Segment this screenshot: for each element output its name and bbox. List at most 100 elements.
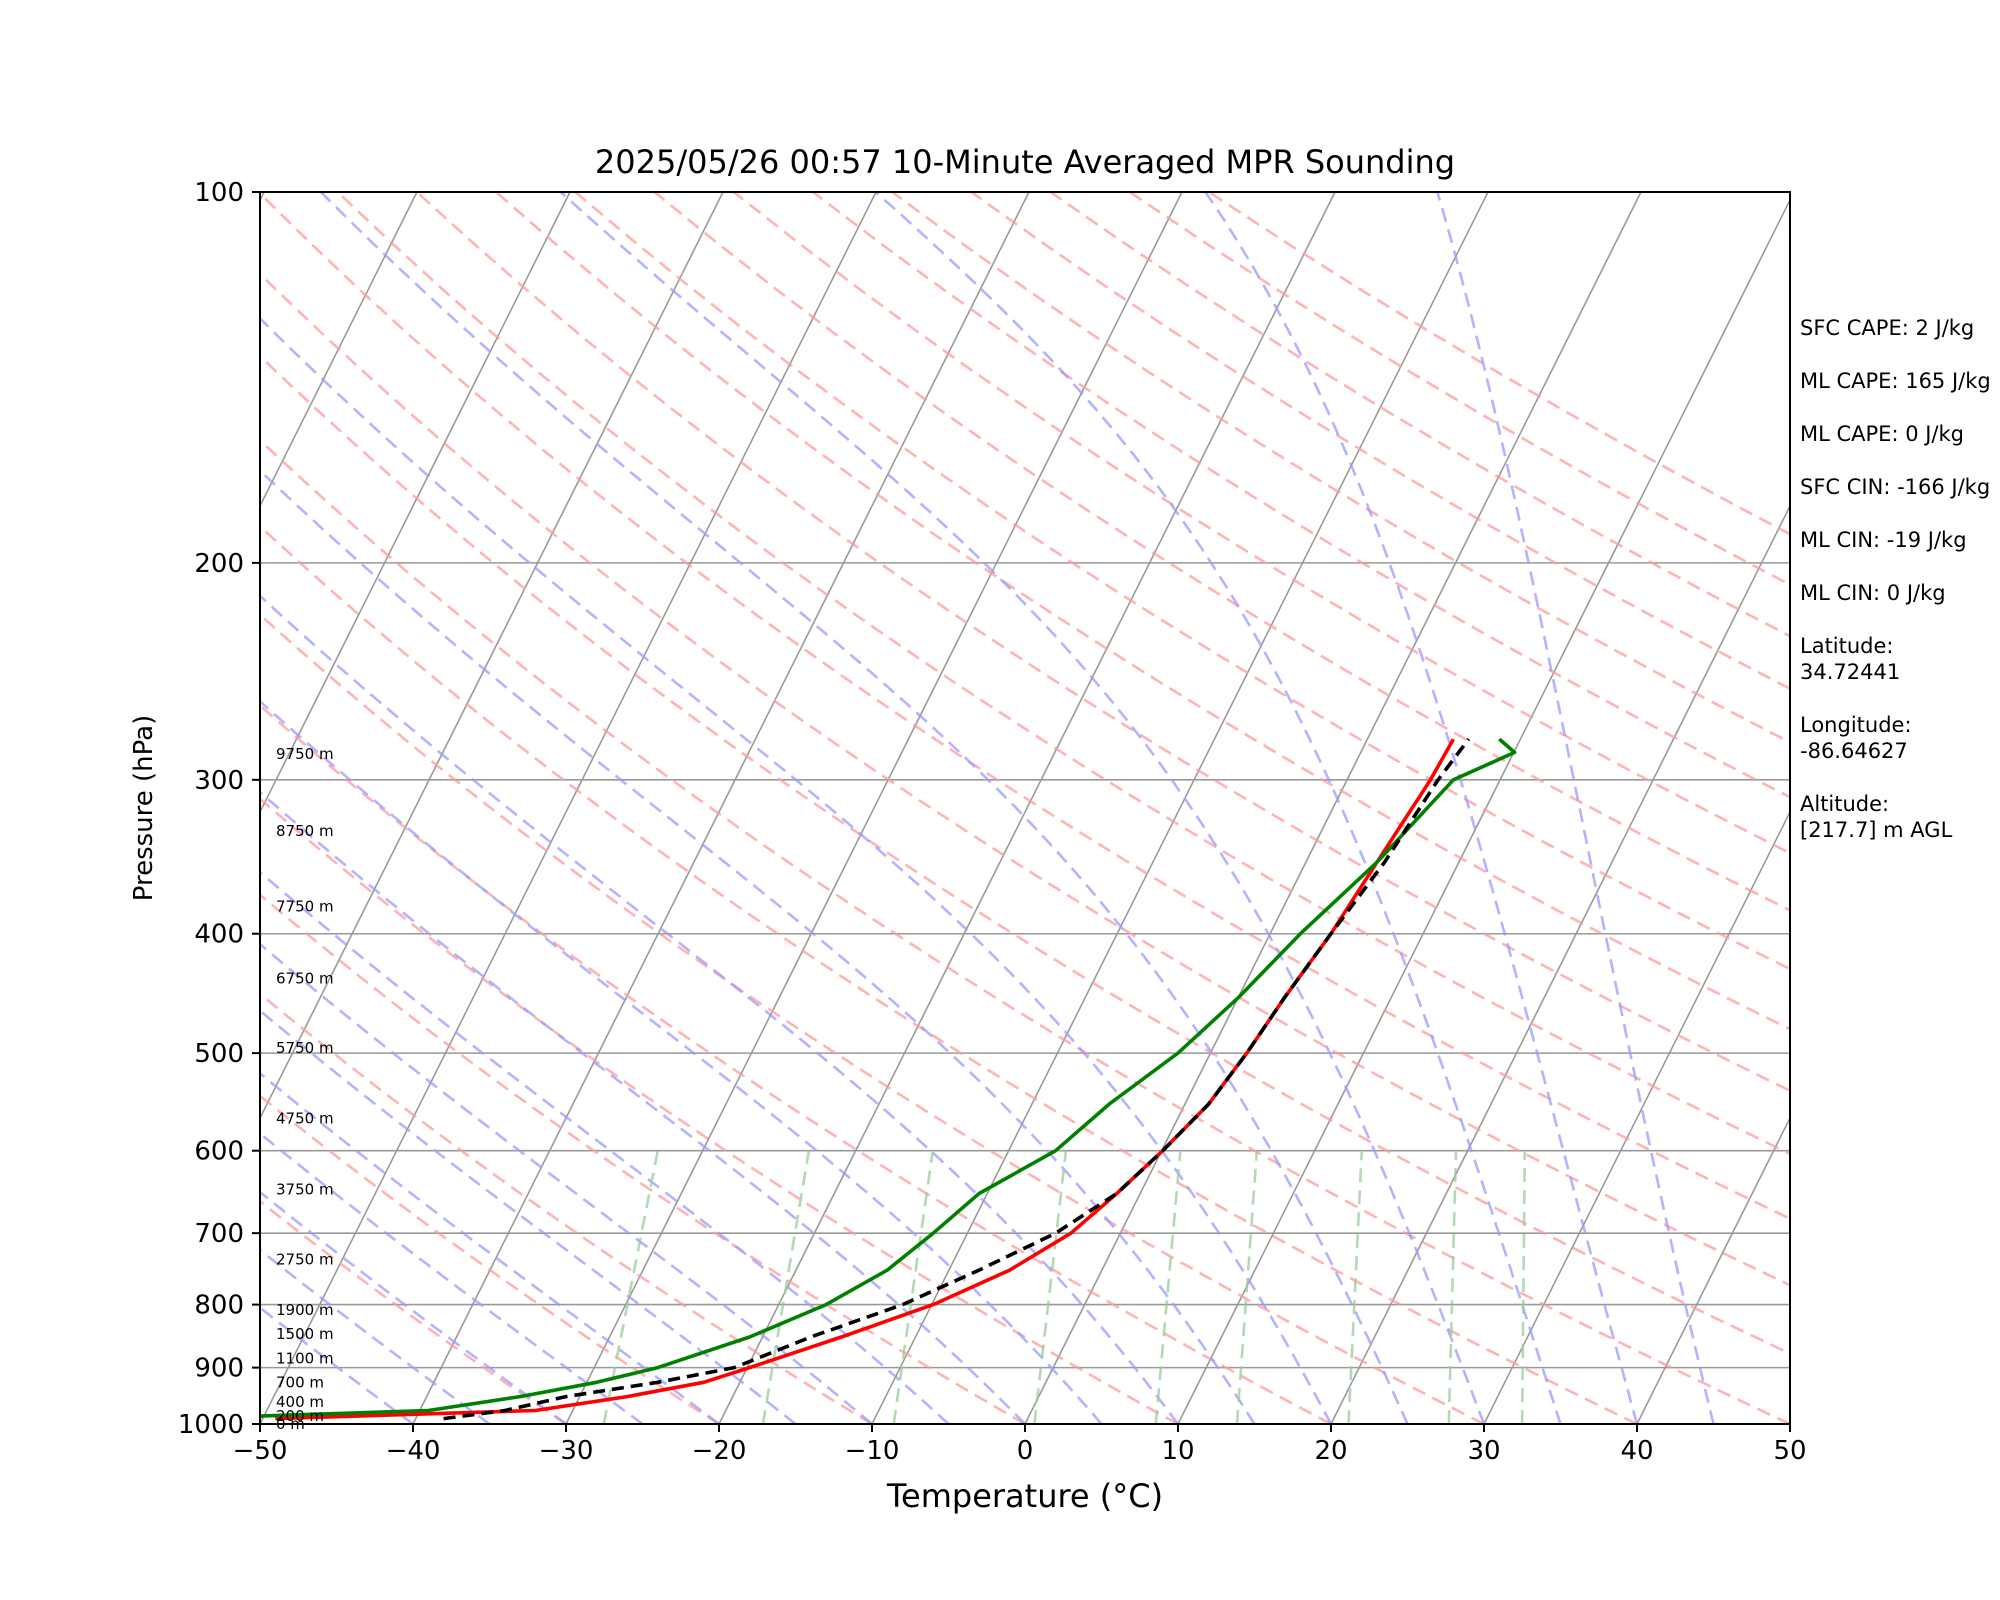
sfc-cin-text: SFC CIN: -166 J/kg — [1800, 475, 1991, 499]
sfc-cape-text: SFC CAPE: 2 J/kg — [1800, 316, 1975, 340]
isotherm-line — [260, 192, 571, 814]
latitude-value: 34.72441 — [1800, 660, 1901, 684]
mixing-ratio-line — [1447, 1150, 1458, 1424]
height-label: 5750 m — [276, 1039, 334, 1057]
dry-adiabat — [260, 703, 1332, 1424]
moist-adiabat — [319, 192, 1409, 1424]
height-label: 0 m — [276, 1415, 305, 1433]
moist-adiabat — [260, 1306, 414, 1424]
moist-adiabat — [260, 1009, 797, 1424]
height-label: 200 m — [276, 1407, 324, 1425]
chart-title: 2025/05/26 00:57 10-Minute Averaged MPR … — [595, 143, 1455, 181]
isotherm-line — [1024, 192, 1642, 1424]
height-label: 3750 m — [276, 1180, 334, 1198]
height-label: 1100 m — [276, 1350, 334, 1368]
dry-adiabat — [653, 192, 1790, 912]
height-label: 6750 m — [276, 970, 334, 988]
moist-adiabat — [874, 192, 1562, 1424]
latitude-block: Latitude: 34.72441 — [1800, 633, 2000, 685]
latitude-label: Latitude: — [1800, 634, 1894, 658]
ml-cape-text-2: ML CAPE: 0 J/kg — [1800, 422, 1965, 446]
y-tick-label: 200 — [194, 549, 244, 579]
moist-adiabat — [260, 870, 950, 1424]
isotherm-line — [1636, 1116, 1790, 1424]
y-tick-label: 400 — [194, 920, 244, 950]
dry-adiabat — [732, 192, 1790, 855]
x-tick-label: −10 — [845, 1436, 900, 1466]
dry-adiabat — [260, 192, 1790, 1221]
moist-adiabat — [260, 1248, 491, 1424]
dry-adiabat — [812, 192, 1790, 799]
x-tick-label: −50 — [233, 1436, 288, 1466]
dry-adiabat — [495, 192, 1790, 1031]
dry-adiabat — [260, 797, 1179, 1424]
sounding-series-3 — [443, 738, 1471, 1421]
isotherm-line — [260, 192, 877, 1424]
ml-cape-text: ML CAPE: 165 J/kg — [1800, 369, 1991, 393]
mixing-ratio-line — [1347, 1150, 1364, 1424]
isotherm-line — [0, 192, 111, 1424]
y-tick-label: 100 — [194, 178, 244, 208]
x-tick-label: −40 — [386, 1436, 441, 1466]
isotherm-line — [871, 192, 1489, 1424]
moist-adiabat — [260, 594, 1180, 1424]
altitude-block: Altitude: [217.7] m AGL — [1800, 791, 2000, 843]
isotherm-line — [260, 192, 724, 1120]
moist-adiabat — [260, 468, 1256, 1424]
sounding-parameters-panel: SFC CAPE: 2 J/kg ML CAPE: 165 J/kg ML CA… — [1800, 315, 2000, 870]
isotherm-line — [412, 192, 1030, 1424]
moist-adiabat — [260, 1131, 644, 1424]
y-tick-label: 500 — [194, 1039, 244, 1069]
y-tick-label: 900 — [194, 1354, 244, 1384]
moist-adiabat — [260, 316, 1333, 1424]
y-tick-label: 800 — [194, 1291, 244, 1321]
x-tick-label: −30 — [539, 1436, 594, 1466]
x-axis-label: Temperature (°C) — [886, 1477, 1163, 1515]
dry-adiabat — [891, 192, 1790, 744]
y-tick-label: 300 — [194, 766, 244, 796]
mixing-ratio-line — [1033, 1150, 1068, 1424]
isotherm-line — [718, 192, 1336, 1424]
x-tick-label: 10 — [1161, 1436, 1194, 1466]
dry-adiabat — [260, 438, 1790, 1424]
altitude-label: Altitude: — [1800, 792, 1890, 816]
dry-adiabat — [574, 192, 1790, 971]
dry-adiabat — [260, 524, 1638, 1424]
moist-adiabat — [1436, 192, 1715, 1424]
height-label: 1900 m — [276, 1301, 334, 1319]
x-tick-label: 0 — [1017, 1436, 1034, 1466]
height-label: 8750 m — [276, 822, 334, 840]
mixing-ratio-line — [892, 1150, 935, 1424]
dry-adiabat — [336, 192, 1790, 1156]
isotherm-line — [1177, 198, 1790, 1424]
y-tick-label: 600 — [194, 1137, 244, 1167]
mixing-ratio-line — [1520, 1150, 1527, 1424]
x-tick-label: 30 — [1467, 1436, 1500, 1466]
height-label: 2750 m — [276, 1250, 334, 1268]
mixing-ratio-line — [1154, 1150, 1182, 1424]
height-label: 400 m — [276, 1393, 324, 1411]
height-label: 7750 m — [276, 897, 334, 915]
dry-adiabat — [260, 1094, 720, 1424]
longitude-label: Longitude: — [1800, 713, 1912, 737]
plot-area: −50 −40 −30 −20 −10 0 10 20 30 40 50 100 200 300 400 50… — [0, 178, 1807, 1466]
dry-adiabat — [260, 992, 873, 1424]
x-tick-label: 50 — [1773, 1436, 1806, 1466]
longitude-block: Longitude: -86.64627 — [1800, 712, 2000, 764]
ml-cin-text-2: ML CIN: 0 J/kg — [1800, 581, 1946, 605]
y-axis-label: Pressure (hPa) — [129, 715, 159, 902]
moist-adiabat — [260, 699, 1103, 1424]
moist-adiabat — [260, 790, 1026, 1424]
isotherm-line — [565, 192, 1183, 1424]
moist-adiabat — [1204, 192, 1639, 1424]
x-tick-label: 40 — [1620, 1436, 1653, 1466]
x-tick-label: −20 — [692, 1436, 747, 1466]
height-label: 700 m — [276, 1373, 324, 1391]
sounding-series-2 — [260, 737, 1517, 1418]
isotherm-line — [260, 192, 418, 508]
height-label: 1500 m — [276, 1325, 334, 1343]
mixing-ratio-line — [1235, 1150, 1259, 1424]
dry-adiabat — [970, 192, 1790, 691]
altitude-value: [217.7] m AGL — [1800, 818, 1953, 842]
